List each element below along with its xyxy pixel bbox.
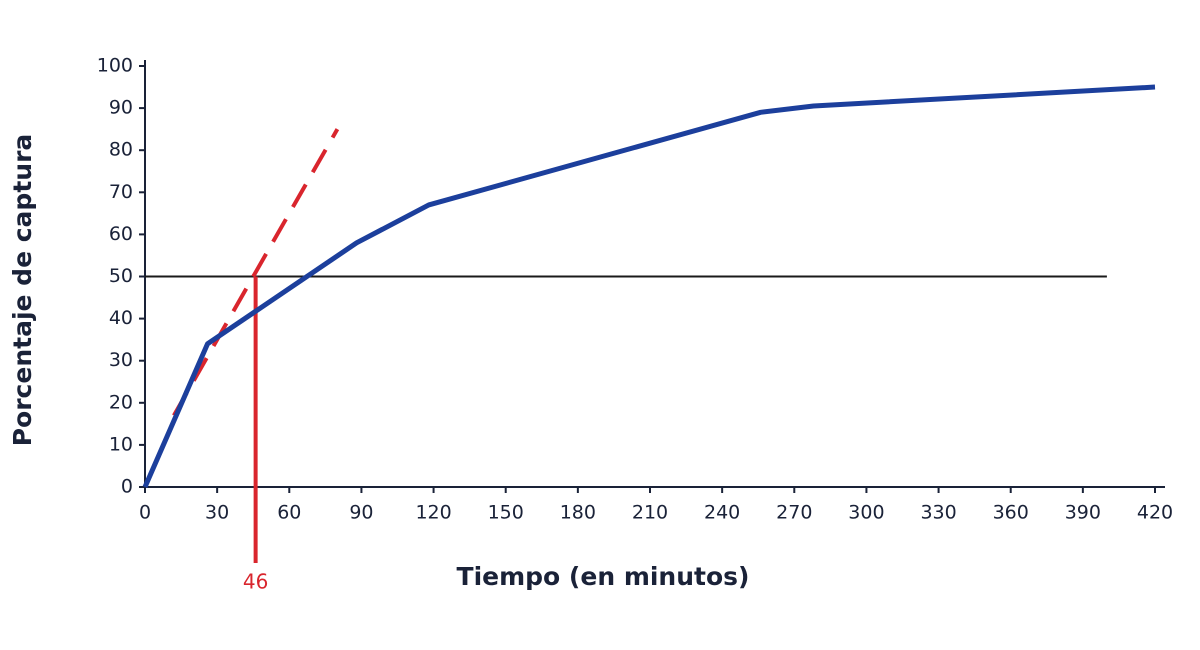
y-tick-label: 0 xyxy=(121,476,133,498)
x-tick-label: 180 xyxy=(560,502,596,524)
x-tick-label: 30 xyxy=(205,502,229,524)
y-tick-label: 30 xyxy=(109,349,133,371)
x-tick-label: 120 xyxy=(415,502,451,524)
y-tick-label: 20 xyxy=(109,391,133,413)
x-tick-label: 390 xyxy=(1065,502,1101,524)
x-tick-label: 210 xyxy=(632,502,668,524)
x-tick-label: 420 xyxy=(1137,502,1173,524)
y-tick-label: 90 xyxy=(109,97,133,119)
y-tick-label: 60 xyxy=(109,223,133,245)
y-axis-title: Porcentaje de captura xyxy=(8,134,37,447)
y-tick-label: 50 xyxy=(109,265,133,287)
x-tick-label: 270 xyxy=(776,502,812,524)
data-line xyxy=(142,84,1156,489)
x-tick-label: 90 xyxy=(349,502,373,524)
x-tick-label: 60 xyxy=(277,502,301,524)
y-tick-label: 80 xyxy=(109,139,133,161)
y-tick-label: 70 xyxy=(109,181,133,203)
tangent-line xyxy=(172,128,340,417)
x-tick-label: 330 xyxy=(920,502,956,524)
y-tick-label: 10 xyxy=(109,433,133,455)
x-tick-label: 240 xyxy=(704,502,740,524)
x-axis-title: Tiempo (en minutos) xyxy=(457,562,750,591)
x-tick-label: 360 xyxy=(993,502,1029,524)
x-tick-label: 0 xyxy=(139,502,151,524)
annotation-label: 46 xyxy=(243,570,268,594)
x-tick-label: 150 xyxy=(488,502,524,524)
x-tick-label: 300 xyxy=(848,502,884,524)
y-tick-label: 100 xyxy=(97,55,133,77)
y-tick-label: 40 xyxy=(109,307,133,329)
